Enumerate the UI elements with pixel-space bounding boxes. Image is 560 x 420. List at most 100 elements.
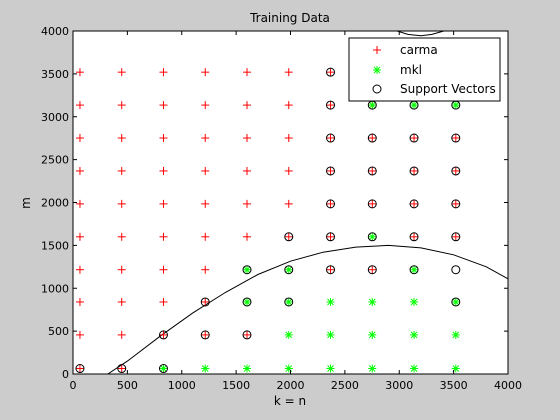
mkl-point bbox=[284, 330, 293, 339]
mkl-point bbox=[243, 364, 251, 373]
carma-point bbox=[75, 297, 84, 306]
support-vector-point bbox=[326, 67, 336, 77]
carma-point bbox=[451, 166, 460, 175]
carma-point bbox=[368, 166, 377, 175]
support-vector-point bbox=[117, 364, 127, 374]
legend-carma-symbol bbox=[373, 46, 381, 54]
support-vector-point bbox=[158, 330, 168, 340]
carma-point bbox=[284, 68, 293, 77]
carma-point bbox=[75, 101, 84, 110]
support-vector-point bbox=[284, 232, 294, 242]
mkl-point bbox=[243, 265, 251, 274]
carma-point bbox=[451, 232, 460, 241]
mkl-point bbox=[368, 364, 377, 373]
support-vector-point bbox=[367, 232, 377, 242]
legend-mkl-marker bbox=[373, 66, 381, 74]
carma-point bbox=[159, 68, 168, 77]
legend-carma-marker bbox=[373, 46, 381, 54]
ticks-layer: 0 500 1000 1500 2000 2500 3000 3500 4000 0 500 1000… bbox=[41, 25, 522, 392]
mkl-point bbox=[451, 364, 460, 373]
support-vector-point bbox=[242, 330, 252, 340]
carma-point bbox=[201, 68, 210, 77]
carma-point bbox=[243, 101, 251, 110]
carma-point bbox=[117, 232, 126, 241]
support-vector-point bbox=[451, 232, 461, 242]
mkl-point bbox=[326, 297, 335, 306]
carma-point bbox=[117, 68, 126, 77]
carma-point bbox=[117, 134, 126, 143]
carma-point bbox=[201, 134, 210, 143]
carma-point bbox=[368, 134, 377, 143]
carma-point bbox=[326, 134, 335, 143]
carma-point bbox=[75, 166, 84, 175]
y-axis-label: m bbox=[19, 197, 33, 209]
carma-point bbox=[75, 199, 84, 208]
marks-layer bbox=[75, 31, 508, 374]
carma-point bbox=[75, 68, 84, 77]
x-tick-label: 4000 bbox=[494, 379, 522, 392]
carma-point bbox=[75, 364, 84, 373]
y-tick-label: 0 bbox=[62, 368, 69, 381]
carma-point bbox=[201, 330, 210, 339]
support-vector-point bbox=[158, 364, 168, 374]
support-vector-point bbox=[326, 100, 336, 110]
carma-point bbox=[243, 199, 251, 208]
carma-point bbox=[159, 101, 168, 110]
support-vector-point bbox=[409, 232, 419, 242]
mkl-point bbox=[410, 265, 419, 274]
legend-sv-marker bbox=[372, 84, 382, 94]
carma-point bbox=[243, 232, 251, 241]
carma-point bbox=[243, 134, 251, 143]
y-tick-label: 3000 bbox=[41, 111, 69, 124]
mkl-point bbox=[368, 232, 377, 241]
carma-point bbox=[326, 101, 335, 110]
support-vector-point bbox=[284, 265, 294, 275]
y-tick-label: 2500 bbox=[41, 154, 69, 167]
carma-point bbox=[284, 232, 293, 241]
support-vector-point bbox=[367, 199, 377, 209]
mkl-point bbox=[451, 101, 460, 110]
mkl-point bbox=[410, 330, 419, 339]
support-vector-point bbox=[242, 297, 252, 307]
carma-point bbox=[159, 166, 168, 175]
carma-point bbox=[243, 166, 251, 175]
mkl-point bbox=[368, 297, 377, 306]
carma-point bbox=[410, 134, 419, 143]
carma-point bbox=[284, 101, 293, 110]
y-tick-label: 1000 bbox=[41, 282, 69, 295]
carma-point bbox=[284, 134, 293, 143]
carma-point bbox=[117, 265, 126, 274]
support-vector-point bbox=[242, 265, 252, 275]
mkl-point bbox=[284, 265, 293, 274]
support-vector-point bbox=[326, 166, 336, 176]
carma-point bbox=[117, 364, 126, 373]
y-tick-label: 500 bbox=[48, 325, 69, 338]
carma-point bbox=[75, 265, 84, 274]
carma-point bbox=[410, 199, 419, 208]
carma-point bbox=[326, 232, 335, 241]
support-vector-point bbox=[284, 297, 294, 307]
carma-point bbox=[75, 232, 84, 241]
support-vector-point bbox=[326, 199, 336, 209]
carma-point bbox=[201, 199, 210, 208]
carma-point bbox=[326, 199, 335, 208]
carma-point bbox=[243, 330, 251, 339]
support-vector-point bbox=[367, 133, 377, 143]
mkl-point bbox=[284, 297, 293, 306]
carma-point bbox=[201, 265, 210, 274]
carma-point bbox=[201, 101, 210, 110]
support-vector-point bbox=[451, 199, 461, 209]
carma-point bbox=[410, 166, 419, 175]
carma-point bbox=[75, 134, 84, 143]
carma-point bbox=[117, 166, 126, 175]
carma-point bbox=[451, 134, 460, 143]
x-tick-label: 0 bbox=[70, 379, 77, 392]
carma-point bbox=[159, 297, 168, 306]
legend-sv-symbol bbox=[372, 84, 382, 94]
x-tick-label: 3000 bbox=[385, 379, 413, 392]
carma-point bbox=[159, 199, 168, 208]
support-vector-point bbox=[75, 364, 85, 374]
carma-point bbox=[410, 232, 419, 241]
carma-point bbox=[326, 265, 335, 274]
